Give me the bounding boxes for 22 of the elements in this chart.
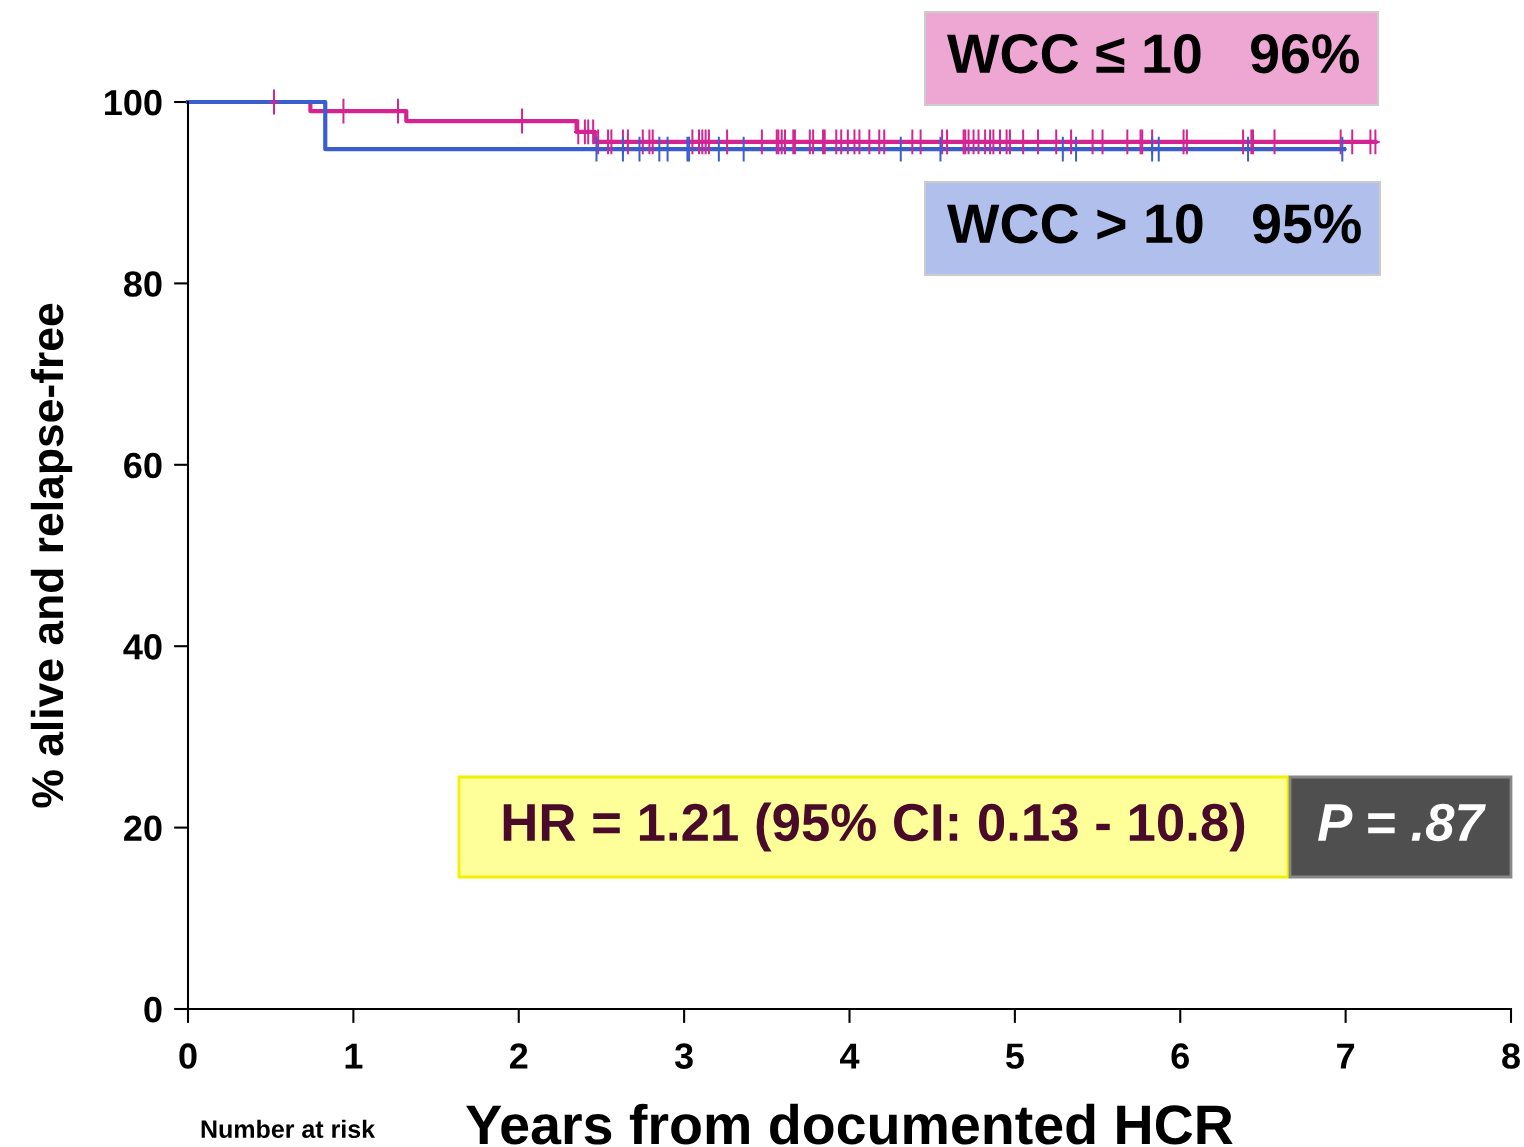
x-tick-label: 6 <box>1171 1043 1189 1069</box>
y-axis-title: % alive and relapse-free <box>30 303 73 808</box>
x-tick-label: 2 <box>509 1043 528 1069</box>
series-label: WCC > 10 95% <box>947 204 1361 244</box>
x-tick-label: 3 <box>674 1043 693 1069</box>
y-tick-label: 0 <box>144 996 162 1023</box>
x-tick-label: 8 <box>1502 1043 1520 1069</box>
x-axis-title: Years from documented HCR <box>466 1103 1233 1145</box>
text: Number at risk <box>201 1119 376 1139</box>
y-tick-label: 40 <box>123 634 162 660</box>
x-tick-label: 1 <box>345 1043 363 1069</box>
annotation: HR = 1.21 (95% CI: 0.13 - 10.8) <box>503 802 1245 852</box>
y-tick-label: 60 <box>124 452 162 479</box>
annotation: P = .87 <box>1318 803 1486 842</box>
y-tick-label: 80 <box>123 271 162 297</box>
y-tick-label: 20 <box>124 815 162 842</box>
series-label: WCC ≤ 10 96% <box>947 34 1359 74</box>
x-tick-label: 7 <box>1337 1043 1355 1069</box>
y-tick-label: 100 <box>105 89 162 116</box>
x-tick-label: 5 <box>1005 1043 1024 1069</box>
x-tick-label: 4 <box>840 1043 860 1069</box>
x-tick-label: 0 <box>179 1043 197 1069</box>
